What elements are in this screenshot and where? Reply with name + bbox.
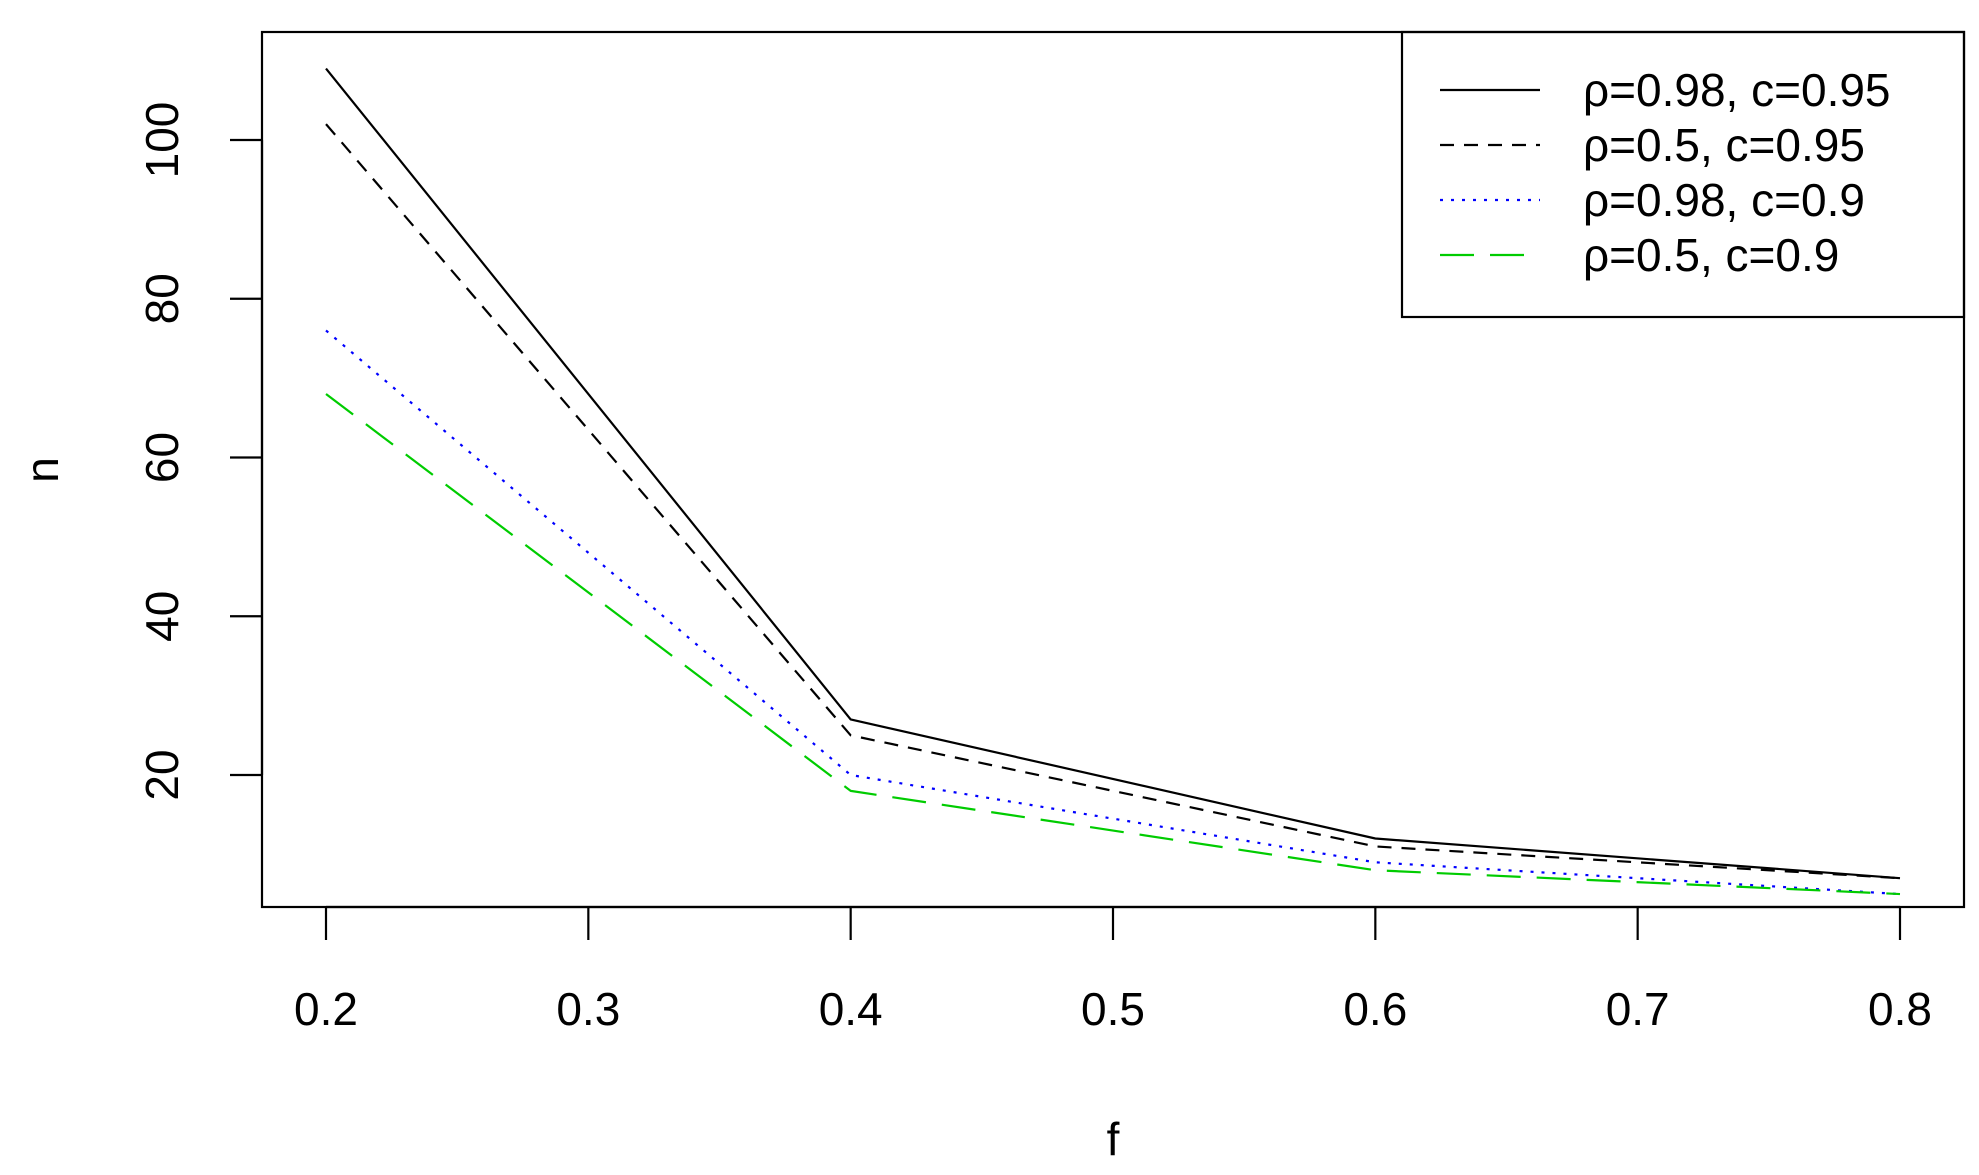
x-tick-label: 0.4 xyxy=(819,983,883,1035)
series-line-4 xyxy=(325,393,1901,896)
legend-box xyxy=(1400,30,1966,319)
y-axis: 20 40 60 80 100 xyxy=(136,102,264,801)
x-axis: 0.2 0.3 0.4 0.5 0.6 0.7 0.8 xyxy=(294,905,1932,1035)
legend-label-1: ρ=0.98, c=0.95 xyxy=(1583,64,1891,116)
y-tick-label: 40 xyxy=(136,591,188,642)
y-tick-label: 80 xyxy=(136,273,188,324)
y-tick-label: 60 xyxy=(136,432,188,483)
y-axis-title: n xyxy=(16,457,68,483)
y-tick-label: 100 xyxy=(136,102,188,179)
series-line-1 xyxy=(325,67,1901,880)
legend-label-4: ρ=0.5, c=0.9 xyxy=(1583,229,1839,281)
series-line-3 xyxy=(325,329,1901,896)
x-axis-title: f xyxy=(1107,1113,1120,1165)
x-tick-label: 0.6 xyxy=(1343,983,1407,1035)
x-tick-label: 0.2 xyxy=(294,983,358,1035)
series-group xyxy=(325,67,1901,896)
x-tick-label: 0.5 xyxy=(1081,983,1145,1035)
legend-label-3: ρ=0.98, c=0.9 xyxy=(1583,174,1865,226)
y-tick-label: 20 xyxy=(136,749,188,800)
legend: ρ=0.98, c=0.95ρ=0.5, c=0.95ρ=0.98, c=0.9… xyxy=(1400,30,1966,319)
x-tick-label: 0.3 xyxy=(556,983,620,1035)
x-tick-label: 0.7 xyxy=(1606,983,1670,1035)
legend-label-2: ρ=0.5, c=0.95 xyxy=(1583,119,1865,171)
x-tick-label: 0.8 xyxy=(1868,983,1932,1035)
